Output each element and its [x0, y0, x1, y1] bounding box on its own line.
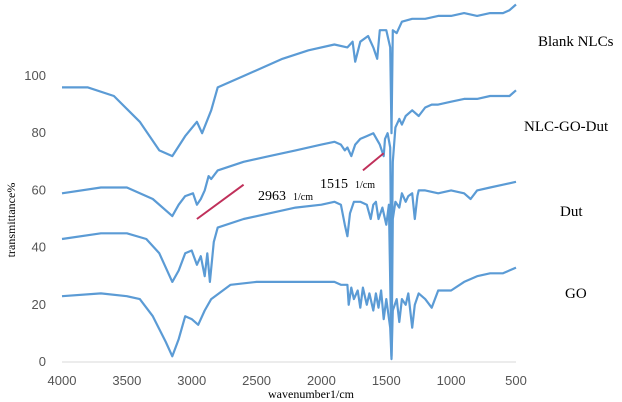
series-line-blank-nlcs [62, 3, 517, 158]
series-label-go: GO [565, 286, 587, 302]
y-tick-label-0: 0 [39, 354, 46, 369]
series-label-dut: Dut [560, 204, 583, 220]
x-tick-label-3500: 3500 [112, 373, 141, 388]
series-line-go [61, 266, 517, 361]
x-tick-label-3000: 3000 [177, 373, 206, 388]
x-tick-label-1500: 1500 [372, 373, 401, 388]
series-line-nlc-go-dut [61, 89, 517, 295]
x-tick-label-4000: 4000 [48, 373, 77, 388]
y-axis-title: transmittance% [4, 183, 18, 258]
annotation-1515: 1515 1/cm [320, 175, 375, 192]
x-tick-labels: 4000 3500 3000 2500 2000 1500 1000 500 [48, 373, 527, 388]
y-tick-label-20: 20 [32, 297, 46, 312]
y-tick-label-100: 100 [24, 68, 46, 83]
x-axis-title: wavenumber1/cm [268, 387, 355, 401]
series-line-dut [61, 180, 517, 358]
annotation-line-2963 [196, 183, 245, 220]
x-tick-label-2500: 2500 [242, 373, 271, 388]
x-tick-label-2000: 2000 [307, 373, 336, 388]
series-label-blank-nlcs: Blank NLCs [538, 34, 614, 50]
series-label-nlc-go-dut: NLC-GO-Dut [524, 119, 609, 135]
y-tick-label-80: 80 [32, 125, 46, 140]
series-lines [61, 3, 517, 361]
x-tick-label-1000: 1000 [437, 373, 466, 388]
annotation-2963: 2963 1/cm [258, 187, 313, 204]
y-tick-labels: 0 20 40 60 80 100 [24, 68, 46, 369]
annotation-line-1515 [362, 152, 385, 172]
y-tick-label-40: 40 [32, 240, 46, 255]
y-tick-label-60: 60 [32, 182, 46, 197]
annotation-lines [196, 152, 385, 220]
x-tick-label-500: 500 [505, 373, 527, 388]
